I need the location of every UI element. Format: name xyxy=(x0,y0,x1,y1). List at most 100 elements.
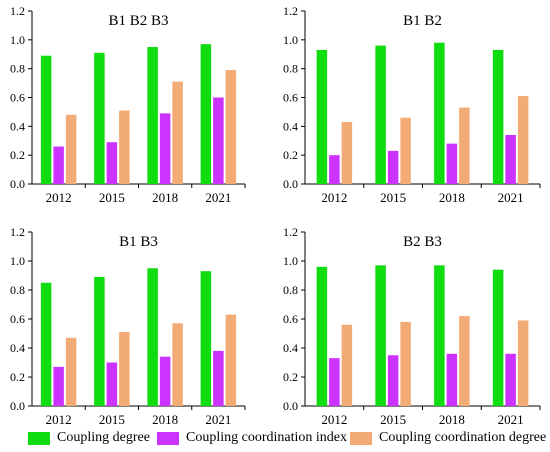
bar-coupling-degree-2015 xyxy=(94,52,105,184)
y-tick-label: 0.6 xyxy=(10,312,25,326)
bar-coordination-index-2018 xyxy=(446,143,458,184)
y-tick-label: 1.0 xyxy=(283,254,298,268)
legend-item-coordination-index: Coupling coordination index xyxy=(157,428,347,448)
bar-coordination-index-2021 xyxy=(213,97,224,184)
x-tick-label: 2021 xyxy=(205,190,231,205)
x-tick-label: 2015 xyxy=(380,412,406,427)
bar-coordination-degree-2018 xyxy=(459,316,470,406)
y-tick-label: 0.2 xyxy=(10,148,25,162)
x-tick-label: 2015 xyxy=(99,412,125,427)
bar-coupling-degree-2012 xyxy=(40,282,52,406)
y-tick-label: 0.4 xyxy=(283,341,298,355)
y-tick-label: 1.0 xyxy=(10,254,25,268)
bar-coupling-degree-2015 xyxy=(375,45,386,184)
bar-coupling-degree-2021 xyxy=(200,271,212,406)
bar-coupling-degree-2018 xyxy=(434,42,445,184)
y-tick-label: 0.8 xyxy=(10,62,25,76)
bar-coordination-degree-2021 xyxy=(517,96,529,184)
x-tick-label: 2021 xyxy=(498,412,524,427)
x-tick-label: 2021 xyxy=(498,190,524,205)
bar-coordination-index-2015 xyxy=(387,150,399,184)
legend: Coupling degree Coupling coordination in… xyxy=(0,426,550,450)
bar-coordination-index-2018 xyxy=(159,113,171,184)
bar-coordination-degree-2015 xyxy=(400,321,411,406)
bar-coordination-degree-2021 xyxy=(517,320,529,406)
x-tick-label: 2018 xyxy=(152,412,178,427)
bar-coupling-degree-2021 xyxy=(492,269,504,406)
bar-coordination-degree-2021 xyxy=(225,314,237,406)
legend-item-coordination-degree: Coupling coordination degree xyxy=(350,428,546,448)
bar-coordination-index-2021 xyxy=(505,134,516,184)
y-tick-label: 1.0 xyxy=(10,33,25,47)
x-tick-label: 2018 xyxy=(439,190,465,205)
y-tick-label: 0.8 xyxy=(283,62,298,76)
x-tick-label: 2018 xyxy=(439,412,465,427)
x-tick-label: 2021 xyxy=(205,412,231,427)
bar-coordination-degree-2015 xyxy=(400,117,411,184)
y-tick-label: 0.8 xyxy=(10,283,25,297)
legend-label-coordination-degree: Coupling coordination degree xyxy=(379,430,547,445)
bar-coordination-index-2012 xyxy=(329,155,340,184)
y-tick-label: 0.0 xyxy=(283,399,298,413)
y-tick-label: 1.2 xyxy=(283,4,298,18)
bar-coupling-degree-2012 xyxy=(316,49,328,184)
y-tick-label: 1.2 xyxy=(10,4,25,18)
bar-coordination-index-2021 xyxy=(505,353,516,406)
bar-coupling-degree-2018 xyxy=(147,268,158,406)
bar-coordination-index-2012 xyxy=(53,366,64,406)
x-tick-label: 2012 xyxy=(46,190,72,205)
y-tick-label: 1.2 xyxy=(283,225,298,239)
bar-coupling-degree-2021 xyxy=(200,44,212,185)
chart-panel-4: 0.0 0.2 0.4 0.6 0.8 1.0 1.2 B2 B3 2012 2015 2018 20… xyxy=(283,225,541,427)
y-tick-label: 0.0 xyxy=(283,177,298,191)
bar-coordination-index-2015 xyxy=(106,362,118,406)
bar-coordination-index-2021 xyxy=(213,350,224,406)
y-tick-label: 0.4 xyxy=(10,119,25,133)
bar-coordination-degree-2012 xyxy=(341,324,353,406)
y-tick-label: 0.6 xyxy=(10,91,25,105)
bar-coupling-degree-2015 xyxy=(375,265,386,406)
chart-title: B1 B2 xyxy=(403,13,442,29)
bar-coordination-index-2012 xyxy=(53,146,64,184)
chart-panel-1: 0.0 0.2 0.4 0.6 0.8 1.0 1.2 B1 B2 B3 2012 2015 201… xyxy=(10,4,246,205)
x-tick-label: 2012 xyxy=(321,190,347,205)
bar-coordination-degree-2012 xyxy=(65,337,77,406)
legend-label-coordination-index: Coupling coordination index xyxy=(186,430,347,445)
chart-title: B1 B2 B3 xyxy=(108,13,168,29)
y-tick-label: 0.6 xyxy=(283,91,298,105)
bar-coupling-degree-2021 xyxy=(492,49,504,184)
bar-coordination-index-2015 xyxy=(106,142,118,184)
y-tick-label: 0.4 xyxy=(10,341,25,355)
bar-coordination-degree-2012 xyxy=(65,114,77,184)
y-tick-label: 0.2 xyxy=(283,370,298,384)
bar-coupling-degree-2012 xyxy=(316,266,328,406)
bar-coupling-degree-2018 xyxy=(147,47,158,184)
y-tick-label: 0.0 xyxy=(10,177,25,191)
x-tick-label: 2015 xyxy=(380,190,406,205)
bar-coordination-index-2015 xyxy=(387,355,399,406)
y-tick-label: 0.0 xyxy=(10,399,25,413)
x-tick-label: 2012 xyxy=(46,412,72,427)
y-tick-label: 0.6 xyxy=(283,312,298,326)
y-tick-label: 0.2 xyxy=(10,370,25,384)
bar-coordination-index-2018 xyxy=(446,353,458,406)
chart-panel-2: 0.0 0.2 0.4 0.6 0.8 1.0 1.2 B1 B2 2012 2015 2018 20… xyxy=(283,4,541,205)
y-tick-label: 0.2 xyxy=(283,148,298,162)
bar-coordination-degree-2018 xyxy=(459,107,470,184)
bar-coordination-degree-2015 xyxy=(119,332,130,406)
chart-title: B2 B3 xyxy=(403,234,442,250)
x-tick-label: 2015 xyxy=(99,190,125,205)
bar-coupling-degree-2018 xyxy=(434,265,445,406)
bar-coordination-degree-2021 xyxy=(225,70,237,184)
chart-title: B1 B3 xyxy=(119,234,158,250)
x-tick-label: 2012 xyxy=(321,412,347,427)
y-tick-label: 1.2 xyxy=(10,225,25,239)
x-tick-label: 2018 xyxy=(152,190,178,205)
chart-panel-3: 0.0 0.2 0.4 0.6 0.8 1.0 1.2 B1 B3 2012 2015 2018 20… xyxy=(10,225,246,427)
legend-item-coupling-degree: Coupling degree xyxy=(28,428,150,448)
y-tick-label: 1.0 xyxy=(283,33,298,47)
bar-coordination-degree-2018 xyxy=(172,323,183,406)
y-tick-label: 0.8 xyxy=(283,283,298,297)
bar-coordination-index-2012 xyxy=(329,358,340,406)
